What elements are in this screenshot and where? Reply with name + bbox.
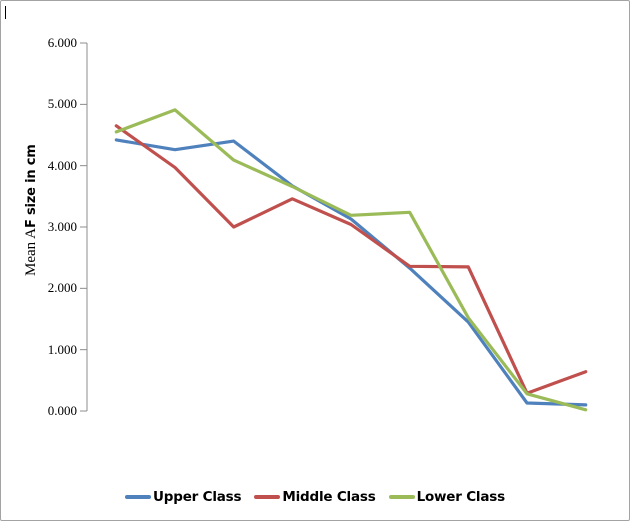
y-tick-label: 4.000 — [47, 157, 77, 173]
legend-line-swatch-middle-class — [254, 495, 281, 499]
y-axis-title-serif: Mean A — [23, 227, 39, 276]
legend-label-upper-class: Upper Class — [153, 489, 242, 505]
y-tick-label: 5.000 — [47, 96, 77, 112]
legend-line-swatch-lower-class — [388, 495, 415, 499]
y-tick-label: 2.000 — [47, 280, 77, 296]
legend-label-middle-class: Middle Class — [282, 489, 376, 505]
legend-item-lower-class[interactable]: Lower Class — [388, 489, 506, 505]
legend-label-lower-class: Lower Class — [416, 489, 506, 505]
text-cursor — [5, 6, 6, 19]
y-tick-label: 1.000 — [47, 341, 77, 357]
legend-item-upper-class[interactable]: Upper Class — [125, 489, 242, 505]
series-line-lower-class[interactable] — [114, 108, 588, 412]
series-line-middle-class[interactable] — [114, 124, 588, 395]
chart-legend: Upper Class Middle Class Lower Class — [1, 489, 629, 505]
y-tick-label: 0.000 — [47, 403, 77, 418]
legend-item-middle-class[interactable]: Middle Class — [254, 489, 376, 505]
y-tick-label: 6.000 — [47, 35, 77, 50]
y-axis-title-bold: F size in cm — [24, 144, 39, 228]
series-line-upper-class[interactable] — [114, 138, 588, 407]
legend-line-swatch-upper-class — [125, 495, 152, 499]
y-tick-label: 3.000 — [47, 219, 77, 234]
